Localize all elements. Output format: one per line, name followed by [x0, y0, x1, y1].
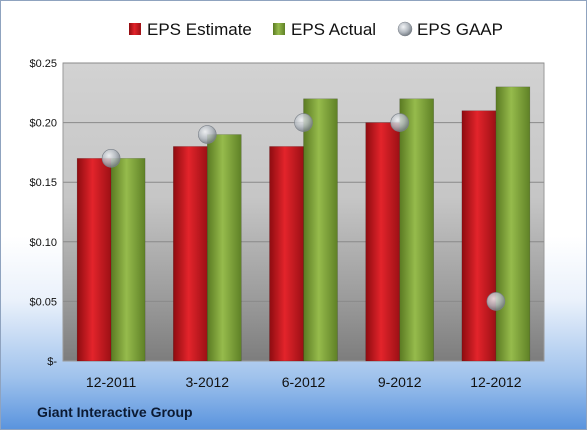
- gaap-marker: [294, 113, 313, 132]
- gaap-marker: [198, 125, 217, 144]
- y-tick-label: $0.10: [29, 237, 57, 249]
- bars: [76, 86, 531, 362]
- legend-swatch: [129, 23, 141, 35]
- gaap-marker: [390, 113, 410, 132]
- legend-estimate: EPS Estimate: [129, 20, 252, 39]
- actual-bar: [110, 158, 146, 362]
- y-tick-label: $0.15: [29, 177, 57, 189]
- gaap-markers: [101, 113, 506, 311]
- estimate-bar: [173, 146, 208, 362]
- y-tick-label: $0.20: [29, 118, 57, 130]
- legend-label: EPS Actual: [291, 20, 376, 39]
- estimate-bar: [76, 158, 112, 362]
- actual-bar: [399, 98, 434, 362]
- y-axis-ticks: $- $0.05 $0.10 $0.15 $0.20 $0.25: [29, 58, 57, 368]
- estimate-bar: [461, 110, 497, 362]
- x-tick-label: 12-2012: [470, 374, 522, 390]
- estimate-bar: [365, 122, 400, 362]
- legend-gaap: EPS GAAP: [397, 20, 503, 39]
- actual-bar: [495, 86, 531, 362]
- actual-bar: [207, 134, 242, 362]
- company-name: Giant Interactive Group: [37, 404, 193, 420]
- legend-label: EPS GAAP: [417, 20, 503, 39]
- legend-actual: EPS Actual: [273, 20, 376, 39]
- x-axis-ticks: 12-2011 3-2012 6-2012 9-2012 12-2012: [86, 374, 522, 390]
- y-tick-label: $-: [47, 356, 57, 368]
- legend-label: EPS Estimate: [147, 20, 252, 39]
- x-tick-label: 12-2011: [86, 374, 137, 390]
- x-tick-label: 3-2012: [186, 374, 230, 390]
- x-tick-label: 9-2012: [378, 374, 422, 390]
- legend-swatch: [397, 21, 413, 37]
- y-tick-label: $0.25: [29, 58, 57, 70]
- gaap-marker: [101, 149, 121, 168]
- actual-bar: [303, 98, 338, 362]
- legend: EPS Estimate EPS Actual EPS GAAP: [129, 20, 503, 39]
- y-tick-label: $0.05: [29, 296, 57, 308]
- estimate-bar: [269, 146, 304, 362]
- legend-swatch: [273, 23, 285, 35]
- gaap-marker: [486, 292, 506, 311]
- x-tick-label: 6-2012: [282, 374, 326, 390]
